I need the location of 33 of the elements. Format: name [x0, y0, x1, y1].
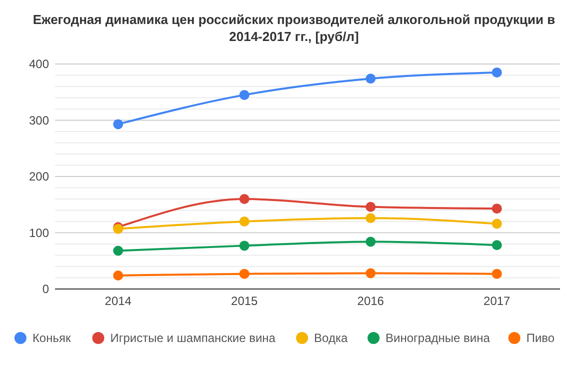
point: [366, 213, 376, 224]
point: [492, 240, 502, 250]
point: [492, 268, 502, 279]
point: [113, 246, 124, 256]
x-tick-label: 2014: [104, 294, 132, 308]
legend-label: Коньяк: [32, 331, 72, 346]
point: [239, 268, 250, 279]
legend-label: Виноградные вина: [386, 331, 490, 346]
x-tick-label: 2015: [231, 294, 258, 308]
point: [492, 67, 502, 78]
chart-title: Ежегодная динамика цен российских производителей алкогольной продукции в 2014-2017 гг., [руб/л]: [32, 12, 556, 44]
point: [113, 119, 124, 130]
y-tick-label: 300: [28, 113, 50, 128]
point: [239, 90, 250, 100]
point: [113, 270, 124, 280]
y-tick-label: 200: [28, 170, 50, 184]
y-tick-label: 400: [28, 57, 50, 72]
point: [366, 202, 376, 212]
legend-label: Игристые и шампанские вина: [110, 331, 276, 346]
legend-label: Пиво: [526, 331, 555, 346]
point: [492, 204, 502, 214]
point: [239, 216, 250, 226]
x-tick-label: 2017: [484, 294, 511, 308]
point: [239, 240, 250, 251]
y-tick-label: 0: [42, 282, 50, 296]
point: [366, 74, 376, 84]
point: [239, 194, 250, 204]
point: [366, 268, 376, 278]
x-tick-label: 2016: [357, 294, 384, 308]
y-tick-label: 100: [28, 226, 50, 240]
point: [492, 218, 502, 229]
point: [366, 236, 376, 247]
legend-label: Водка: [314, 331, 348, 346]
